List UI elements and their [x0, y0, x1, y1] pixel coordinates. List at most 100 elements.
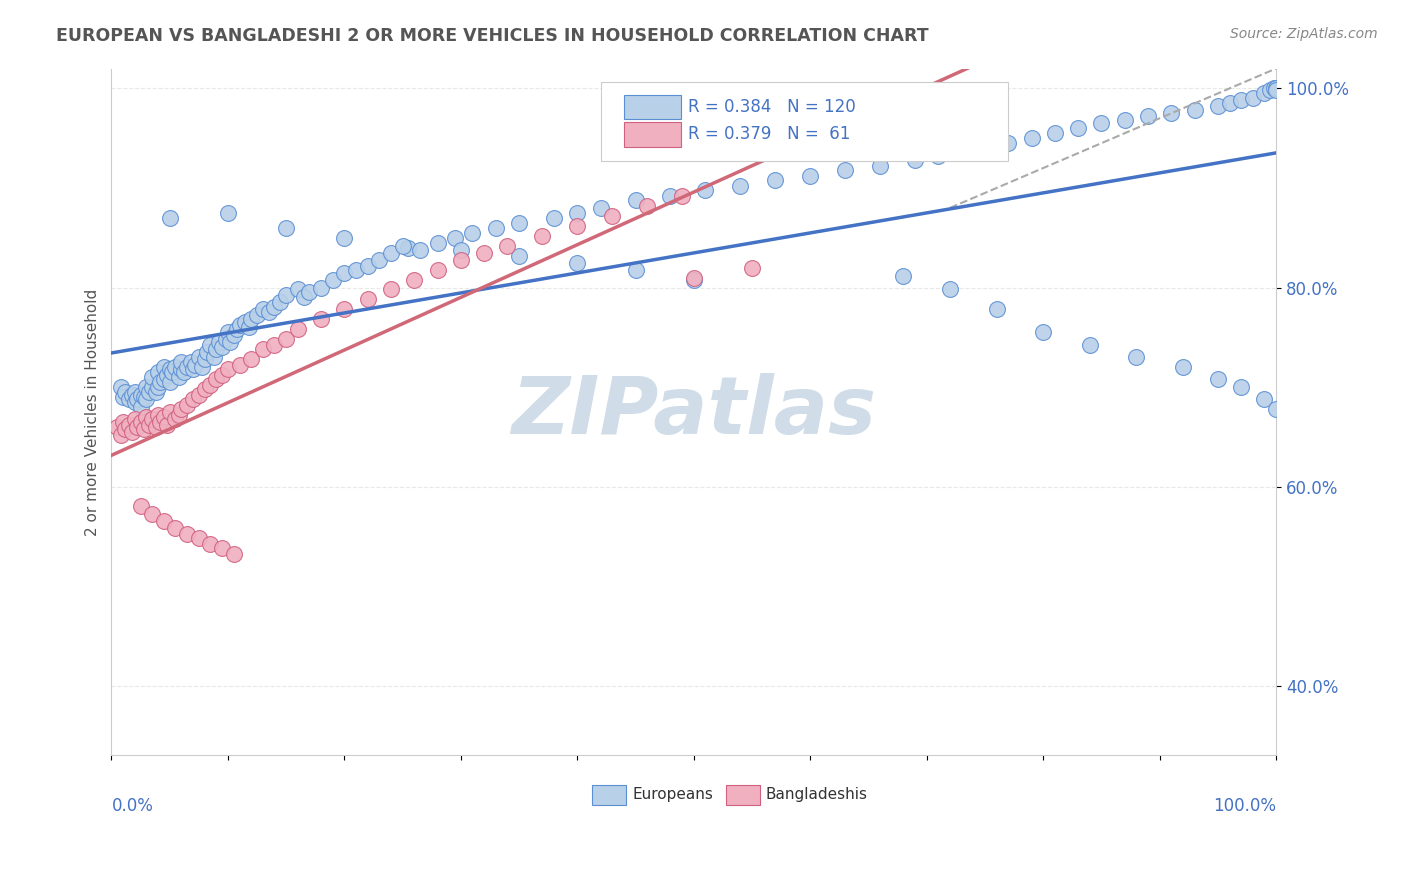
Text: 100.0%: 100.0% [1213, 797, 1277, 814]
Point [257, 305, 280, 319]
Point [292, 290, 315, 304]
Point [146, 408, 169, 422]
Point [124, 395, 146, 409]
Point [869, 159, 891, 173]
Point [135, 380, 157, 394]
Point [344, 262, 367, 277]
Point [170, 362, 193, 376]
Point [132, 390, 155, 404]
Text: 0.0%: 0.0% [111, 797, 153, 814]
Point [141, 508, 163, 522]
Point [226, 322, 249, 336]
Point [1114, 113, 1136, 128]
Point [125, 420, 148, 434]
Text: Europeans: Europeans [633, 787, 713, 802]
Point [1090, 116, 1112, 130]
Point [180, 355, 202, 369]
Point [426, 235, 449, 250]
Point [211, 541, 233, 556]
Point [145, 420, 167, 434]
Point [496, 238, 519, 252]
Point [135, 392, 157, 406]
Point [799, 169, 821, 183]
Point [659, 189, 682, 203]
Point [671, 189, 693, 203]
Point [380, 283, 402, 297]
Point [309, 280, 332, 294]
Point [404, 272, 426, 286]
Point [531, 228, 554, 243]
Point [263, 338, 285, 352]
Point [409, 243, 432, 257]
Point [176, 398, 198, 412]
Point [153, 515, 176, 529]
Point [624, 262, 647, 277]
FancyBboxPatch shape [600, 82, 1008, 161]
Point [129, 500, 152, 514]
Point [149, 415, 172, 429]
Point [138, 417, 160, 432]
Point [309, 312, 332, 326]
Point [146, 380, 169, 394]
Point [1230, 380, 1253, 394]
Point [461, 226, 484, 240]
Point [195, 345, 218, 359]
Point [167, 408, 190, 422]
Point [132, 422, 155, 436]
Point [834, 163, 856, 178]
Point [333, 231, 356, 245]
Point [194, 382, 217, 396]
Point [173, 365, 195, 379]
Point [904, 153, 927, 167]
Point [187, 350, 209, 364]
Point [1263, 81, 1285, 95]
Point [238, 320, 260, 334]
Point [211, 340, 233, 354]
Point [205, 343, 228, 357]
Point [1171, 360, 1194, 375]
Point [124, 412, 146, 426]
Point [333, 302, 356, 317]
Point [567, 255, 589, 269]
Point [1206, 372, 1229, 386]
Point [165, 412, 187, 426]
Point [485, 220, 508, 235]
Point [269, 295, 291, 310]
Point [927, 149, 949, 163]
Point [159, 362, 181, 376]
Point [176, 360, 198, 375]
Point [252, 302, 274, 317]
Point [1078, 338, 1101, 352]
Point [636, 199, 658, 213]
Point [228, 358, 250, 372]
Point [228, 318, 250, 333]
Point [135, 409, 157, 424]
Point [222, 547, 245, 561]
Point [356, 259, 378, 273]
Point [1258, 83, 1281, 97]
Point [176, 527, 198, 541]
Point [235, 315, 257, 329]
Point [1265, 401, 1288, 416]
Point [1160, 106, 1182, 120]
Point [145, 384, 167, 399]
Point [217, 362, 239, 376]
Point [211, 368, 233, 383]
Point [287, 283, 309, 297]
Point [118, 392, 141, 406]
Point [624, 193, 647, 207]
Point [187, 388, 209, 402]
Point [368, 252, 391, 267]
Point [170, 401, 193, 416]
Point [567, 219, 589, 233]
Point [763, 173, 786, 187]
Point [1253, 392, 1275, 406]
Point [1265, 83, 1288, 97]
Point [110, 380, 132, 394]
Point [214, 332, 236, 346]
Point [160, 365, 183, 379]
Point [114, 422, 136, 436]
Point [184, 358, 207, 372]
Point [121, 388, 143, 402]
Point [600, 209, 623, 223]
